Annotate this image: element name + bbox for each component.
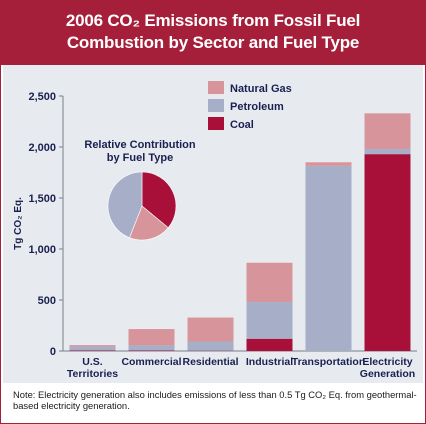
chart-title: 2006 CO₂ Emissions from Fossil Fuel Comb…	[1, 1, 425, 65]
legend-swatch-natural-gas	[208, 81, 224, 94]
stacked-bar-chart: 0 500 1,000 1,500 2,000 2,500 Tg CO₂ Eq. U.S. Te…	[13, 81, 417, 380]
y-tick-label: 2,000	[28, 142, 56, 154]
pie-slice-natural-gas	[129, 205, 169, 241]
bar-electricity-generation-petroleum	[364, 149, 411, 155]
pie-slice-petroleum	[107, 171, 143, 239]
chart-title-line-1: 2006 CO₂ Emissions from Fossil Fuel	[65, 11, 361, 30]
x-tick-label: U.S. Territories	[67, 356, 118, 380]
bar-industrial-natural-gas	[246, 262, 293, 303]
bar-u-s-territories-petroleum	[69, 346, 116, 351]
bar-industrial-petroleum	[246, 302, 293, 339]
chart-title-line-2: Combustion by Sector and Fuel Type	[66, 33, 360, 52]
x-tick-label: Commercial	[121, 356, 181, 368]
x-tick-label: Electricity Generation	[360, 356, 415, 380]
y-tick-label: 500	[38, 295, 56, 307]
bar-electricity-generation-coal	[364, 154, 411, 351]
pie-title: Relative Contribution by Fuel Type	[84, 139, 196, 164]
bar-residential-petroleum	[187, 341, 234, 351]
y-tick-label: 0	[50, 346, 56, 358]
pie-slice-coal	[141, 171, 177, 229]
bar-u-s-territories-natural-gas	[69, 345, 116, 347]
bar-u-s-territories-coal	[69, 350, 116, 351]
legend-label-natural-gas: Natural Gas	[230, 83, 292, 95]
bar-transportation-petroleum	[305, 165, 352, 351]
x-tick-label: Residential	[182, 356, 238, 368]
bar-commercial-natural-gas	[128, 329, 175, 346]
footnote: Note: Electricity generation also includ…	[13, 389, 417, 411]
legend-swatch-petroleum	[208, 99, 224, 112]
legend-label-petroleum: Petroleum	[230, 101, 284, 113]
bar-commercial-petroleum	[128, 345, 175, 351]
x-tick-label: Transportation	[292, 356, 366, 368]
bar-residential-natural-gas	[187, 317, 234, 342]
bar-transportation-natural-gas	[305, 162, 352, 166]
legend-label-coal: Coal	[230, 119, 254, 131]
bar-electricity-generation-natural-gas	[364, 113, 411, 150]
legend-swatch-coal	[208, 117, 224, 130]
y-axis-label: Tg CO₂ Eq.	[13, 197, 24, 250]
chart-area: 0 500 1,000 1,500 2,000 2,500 Tg CO₂ Eq. U.S. Te…	[3, 65, 423, 383]
y-tick-label: 1,500	[28, 193, 56, 205]
x-tick-label: Industrial	[246, 356, 293, 368]
bar-commercial-coal	[128, 350, 175, 351]
y-tick-label: 2,500	[28, 91, 56, 103]
y-tick-label: 1,000	[28, 244, 56, 256]
bar-industrial-coal	[246, 338, 293, 351]
